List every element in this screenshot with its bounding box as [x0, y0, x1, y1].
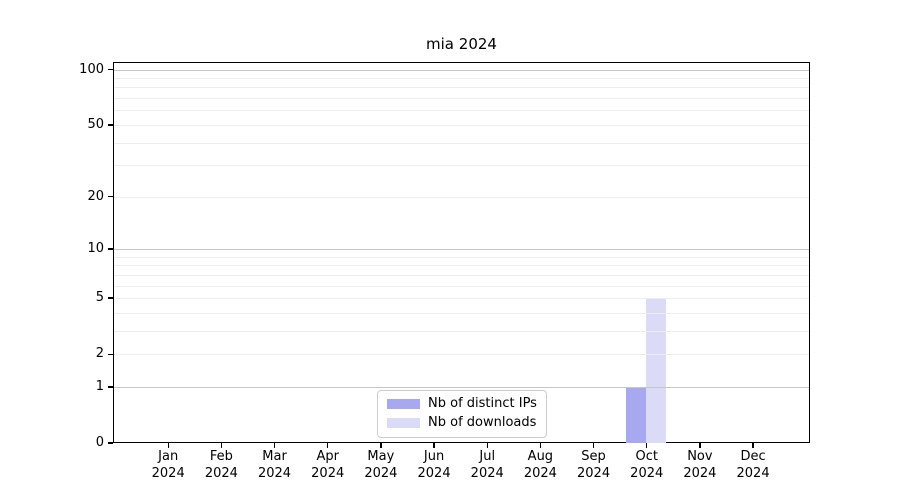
y-tick-label: 5	[95, 290, 104, 306]
y-tick-label: 1	[95, 378, 104, 394]
x-tick-month: Oct	[635, 449, 658, 464]
x-tick-year: 2024	[311, 465, 345, 481]
gridline	[114, 298, 809, 300]
y-tick-label: 2	[95, 346, 104, 362]
y-tick-label: 20	[87, 188, 104, 204]
x-tick-label: Jul 2024	[447, 449, 527, 482]
plot-area	[113, 62, 810, 443]
x-tick-mark	[486, 443, 488, 448]
gridline	[114, 354, 809, 356]
gridline	[114, 330, 809, 332]
x-tick-year: 2024	[151, 465, 185, 481]
x-tick-label: Oct 2024	[607, 449, 687, 482]
legend-item-downloads: Nb of downloads	[387, 416, 537, 430]
gridline	[114, 124, 809, 126]
x-tick-month: Apr	[316, 449, 339, 464]
x-tick-label: Dec 2024	[713, 449, 793, 482]
chart-title: mia 2024	[426, 35, 497, 53]
x-tick-mark	[539, 443, 542, 448]
y-tick-mark	[108, 386, 113, 388]
y-tick-mark	[108, 69, 113, 71]
x-tick-year: 2024	[257, 465, 292, 481]
x-tick-year: 2024	[364, 465, 398, 481]
legend-label-downloads: Nb of downloads	[428, 415, 537, 430]
legend: Nb of distinct IPs Nb of downloads	[377, 390, 547, 438]
bar-distinct-ips	[626, 387, 647, 443]
x-tick-month: Jan	[158, 449, 179, 464]
legend-label-distinct-ips: Nb of distinct IPs	[428, 396, 537, 411]
gridline	[114, 265, 809, 267]
gridline	[114, 256, 809, 258]
x-tick-month: Sep	[581, 449, 606, 464]
x-tick-label: Feb 2024	[181, 449, 261, 482]
x-tick-label: Apr 2024	[288, 449, 368, 482]
bar-downloads	[646, 299, 667, 443]
x-tick-mark	[167, 443, 169, 448]
x-tick-month: Jul	[479, 449, 496, 464]
x-tick-month: Dec	[740, 449, 766, 464]
y-tick-label: 100	[79, 61, 104, 77]
gridline	[114, 165, 809, 167]
x-tick-month: Feb	[209, 449, 233, 464]
x-tick-year: 2024	[577, 465, 611, 481]
x-tick-label: Jan 2024	[128, 449, 208, 482]
gridline	[114, 142, 809, 144]
x-tick-year: 2024	[204, 465, 238, 481]
x-tick-month: Mar	[262, 449, 287, 464]
gridline	[114, 386, 809, 388]
legend-swatch-downloads-icon	[387, 418, 420, 428]
gridline	[114, 285, 809, 287]
x-tick-label: Sep 2024	[554, 449, 634, 482]
gridline	[114, 274, 809, 276]
gridline	[114, 87, 809, 89]
legend-swatch-distinct-ips-icon	[387, 399, 420, 409]
x-tick-mark	[273, 443, 276, 448]
x-tick-mark	[380, 443, 382, 448]
x-tick-month: Aug	[527, 449, 554, 464]
gridline	[114, 312, 809, 314]
x-tick-mark	[327, 443, 329, 448]
x-tick-year: 2024	[736, 465, 770, 481]
x-tick-month: Nov	[687, 449, 713, 464]
x-tick-month: Jun	[423, 449, 445, 464]
x-tick-label: Aug 2024	[500, 449, 580, 482]
x-tick-year: 2024	[630, 465, 664, 481]
x-tick-mark	[646, 443, 648, 448]
x-tick-mark	[433, 443, 435, 448]
x-tick-label: Jun 2024	[394, 449, 474, 482]
x-tick-label: May 2024	[341, 449, 421, 482]
y-tick-label: 10	[87, 241, 104, 256]
x-tick-mark	[592, 443, 595, 448]
x-tick-year: 2024	[470, 465, 504, 481]
gridline	[114, 110, 809, 112]
x-tick-mark	[699, 443, 701, 448]
x-tick-label: Nov 2024	[660, 449, 740, 482]
y-tick-mark	[108, 353, 113, 355]
legend-item-distinct-ips: Nb of distinct IPs	[387, 397, 537, 411]
y-tick-mark	[108, 196, 113, 198]
gridline	[114, 196, 809, 198]
y-tick-mark	[108, 248, 113, 250]
gridline	[114, 69, 809, 71]
x-tick-label: Mar 2024	[235, 449, 315, 482]
y-tick-mark	[108, 297, 113, 299]
x-tick-year: 2024	[683, 465, 717, 481]
x-tick-year: 2024	[417, 465, 451, 481]
gridline	[114, 78, 809, 80]
y-tick-mark	[108, 124, 113, 126]
y-tick-label: 0	[95, 435, 104, 450]
gridline	[114, 249, 809, 250]
x-tick-year: 2024	[523, 465, 557, 481]
x-tick-mark	[752, 443, 754, 448]
y-tick-label: 50	[87, 116, 104, 132]
x-tick-month: May	[367, 449, 395, 464]
x-tick-mark	[220, 443, 223, 448]
y-tick-mark	[108, 442, 113, 444]
gridline	[114, 98, 809, 100]
